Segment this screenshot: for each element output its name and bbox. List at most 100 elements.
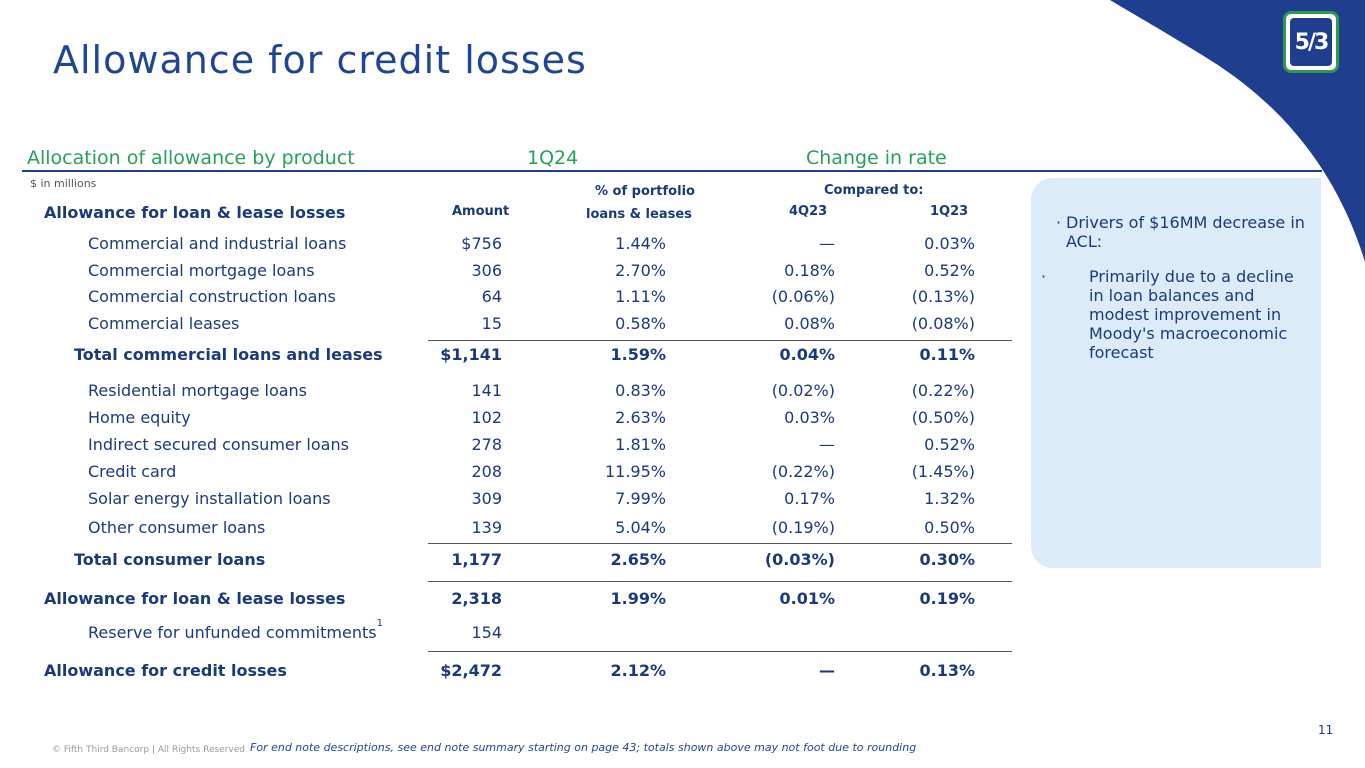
- table-row: Commercial mortgage loans 306 2.70% 0.18…: [0, 261, 1020, 281]
- units-note: $ in millions: [30, 177, 97, 190]
- row-label: Allowance for credit losses: [44, 661, 287, 680]
- row-change-4q23: (0.06%): [771, 287, 835, 306]
- row-pct: 11.95%: [604, 462, 666, 481]
- table-row-subtotal: Total commercial loans and leases $1,141…: [0, 345, 1020, 365]
- row-amount: 306: [471, 261, 502, 280]
- commentary-panel: [1031, 178, 1321, 568]
- row-change-1q23: 0.03%: [924, 234, 975, 253]
- row-change-1q23: 0.19%: [919, 589, 975, 608]
- bullet-dot: ·: [1041, 267, 1047, 286]
- row-divider: [428, 651, 1012, 652]
- commentary-sub-bullet: · Primarily due to a decline in loan bal…: [1041, 267, 1304, 362]
- row-change-4q23: (0.19%): [771, 518, 835, 537]
- table-row: Credit card 208 11.95% (0.22%) (1.45%): [0, 462, 1020, 482]
- row-amount: $1,141: [440, 345, 502, 364]
- row-change-1q23: 0.52%: [924, 261, 975, 280]
- row-label: Solar energy installation loans: [88, 489, 331, 508]
- row-change-4q23: 0.03%: [784, 408, 835, 427]
- fifth-third-logo: 5/3: [1283, 11, 1339, 73]
- table-row: Other consumer loans 139 5.04% (0.19%) 0…: [0, 518, 1020, 538]
- table-row: Solar energy installation loans 309 7.99…: [0, 489, 1020, 509]
- row-pct: 0.83%: [615, 381, 666, 400]
- row-change-1q23: (0.22%): [911, 381, 975, 400]
- row-amount: 154: [471, 623, 502, 642]
- period-header: 1Q24: [527, 147, 579, 169]
- row-label: Total commercial loans and leases: [74, 345, 383, 364]
- row-change-1q23: 0.30%: [919, 550, 975, 569]
- row-pct: 2.65%: [610, 550, 666, 569]
- table-row: Commercial leases 15 0.58% 0.08% (0.08%): [0, 314, 1020, 334]
- commentary-bullet: · Drivers of $16MM decrease in ACL:: [1056, 213, 1306, 251]
- row-change-4q23: 0.18%: [784, 261, 835, 280]
- row-pct: 2.70%: [615, 261, 666, 280]
- row-change-1q23: 0.13%: [919, 661, 975, 680]
- row-label: Allowance for loan & lease losses: [44, 589, 346, 608]
- row-change-4q23: 0.04%: [779, 345, 835, 364]
- row-change-1q23: 1.32%: [924, 489, 975, 508]
- allowance-group-heading: Allowance for loan & lease losses: [44, 203, 346, 222]
- table-row-total: Allowance for loan & lease losses 2,318 …: [0, 589, 1020, 609]
- pct-column-header-line2: loans & leases: [586, 207, 692, 222]
- row-change-1q23: (0.08%): [911, 314, 975, 333]
- q4-column-header: 4Q23: [789, 204, 828, 219]
- row-change-4q23: 0.01%: [779, 589, 835, 608]
- row-change-1q23: (1.45%): [911, 462, 975, 481]
- row-change-1q23: 0.52%: [924, 435, 975, 454]
- row-change-1q23: (0.13%): [911, 287, 975, 306]
- row-divider: [428, 581, 1012, 582]
- row-label: Commercial leases: [88, 314, 240, 333]
- row-label: Commercial and industrial loans: [88, 234, 347, 253]
- row-amount: $756: [461, 234, 502, 253]
- table-row-grand-total: Allowance for credit losses $2,472 2.12%…: [0, 661, 1020, 681]
- commentary-text: Primarily due to a decline in loan balan…: [1089, 267, 1294, 362]
- row-label: Reserve for unfunded commitments1: [88, 618, 383, 642]
- row-label: Other consumer loans: [88, 518, 266, 537]
- row-divider: [428, 543, 1012, 544]
- row-change-1q23: 0.11%: [919, 345, 975, 364]
- row-pct: 2.12%: [610, 661, 666, 680]
- table-row: Residential mortgage loans 141 0.83% (0.…: [0, 381, 1020, 401]
- table-row: Indirect secured consumer loans 278 1.81…: [0, 435, 1020, 455]
- row-amount: 208: [471, 462, 502, 481]
- row-change-4q23: —: [819, 234, 835, 253]
- row-amount: 141: [471, 381, 502, 400]
- row-amount: 102: [471, 408, 502, 427]
- footnote-marker: 1: [376, 617, 383, 629]
- row-pct: 1.44%: [615, 234, 666, 253]
- row-label: Home equity: [88, 408, 191, 427]
- q1-column-header: 1Q23: [930, 204, 969, 219]
- row-pct: 7.99%: [615, 489, 666, 508]
- change-header: Change in rate: [806, 147, 947, 169]
- pct-column-header-line1: % of portfolio: [595, 184, 695, 199]
- row-amount: 139: [471, 518, 502, 537]
- row-label-text: Reserve for unfunded commitments: [88, 623, 377, 642]
- row-label: Commercial mortgage loans: [88, 261, 315, 280]
- table-row-subtotal: Total consumer loans 1,177 2.65% (0.03%)…: [0, 550, 1020, 570]
- row-amount: 309: [471, 489, 502, 508]
- row-change-4q23: (0.22%): [771, 462, 835, 481]
- header-rule: [22, 170, 1322, 172]
- row-change-4q23: 0.17%: [784, 489, 835, 508]
- row-change-1q23: 0.50%: [924, 518, 975, 537]
- row-change-4q23: —: [819, 661, 835, 680]
- table-row: Commercial construction loans 64 1.11% (…: [0, 287, 1020, 307]
- logo-mark: 5/3: [1290, 18, 1332, 66]
- copyright-notice: © Fifth Third Bancorp | All Rights Reser…: [52, 745, 245, 755]
- row-change-4q23: (0.02%): [771, 381, 835, 400]
- page-number: 11: [1318, 723, 1334, 737]
- row-pct: 0.58%: [615, 314, 666, 333]
- row-pct: 5.04%: [615, 518, 666, 537]
- row-pct: 1.99%: [610, 589, 666, 608]
- row-change-4q23: 0.08%: [784, 314, 835, 333]
- row-amount: 278: [471, 435, 502, 454]
- row-amount: 15: [481, 314, 502, 333]
- row-change-4q23: (0.03%): [764, 550, 835, 569]
- row-amount: 64: [481, 287, 502, 306]
- row-pct: 1.59%: [610, 345, 666, 364]
- page-title: Allowance for credit losses: [53, 38, 587, 82]
- row-label: Credit card: [88, 462, 177, 481]
- compared-to-header: Compared to:: [824, 183, 924, 198]
- row-change-1q23: (0.50%): [911, 408, 975, 427]
- commentary-text: Drivers of $16MM decrease in ACL:: [1066, 213, 1305, 251]
- row-label: Commercial construction loans: [88, 287, 336, 306]
